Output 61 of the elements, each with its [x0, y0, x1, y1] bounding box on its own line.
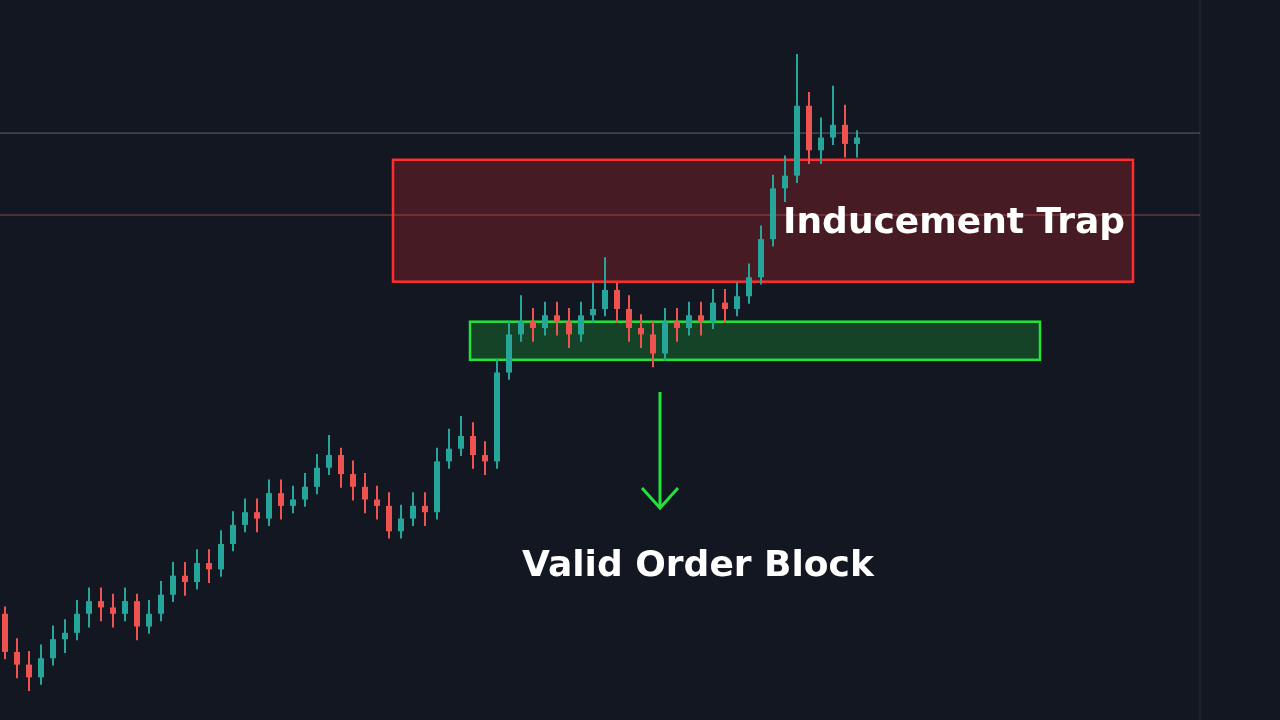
- candlestick: [422, 492, 428, 526]
- candlestick: [590, 282, 596, 323]
- candlestick: [158, 581, 164, 622]
- candlestick: [38, 644, 44, 685]
- candlestick: [446, 428, 452, 469]
- candlestick: [194, 549, 200, 590]
- candlestick: [614, 282, 620, 323]
- candlestick: [782, 155, 788, 203]
- candlestick: [182, 562, 188, 596]
- candlestick: [50, 625, 56, 666]
- candlestick: [734, 282, 740, 317]
- candlestick: [110, 593, 116, 628]
- candlestick: [278, 479, 284, 520]
- candlestick: [302, 473, 308, 507]
- candlestick: [290, 485, 296, 514]
- candlestick: [170, 562, 176, 603]
- candlestick: [566, 308, 572, 349]
- candlestick: [710, 288, 716, 330]
- candlestick: [350, 460, 356, 501]
- band-label: Inducement Trap: [783, 199, 1125, 241]
- candlestick: [146, 600, 152, 634]
- candlestick: [542, 301, 548, 336]
- candlestick: [530, 308, 536, 342]
- candlestick: [254, 498, 260, 533]
- candlestick: [818, 117, 824, 164]
- candlestick: [578, 301, 584, 342]
- candlestick: [98, 587, 104, 622]
- candlestick: [470, 422, 476, 469]
- candlestick: [626, 295, 632, 342]
- candlestick: [638, 314, 644, 349]
- candlestick: [242, 498, 248, 533]
- candlestick: [482, 441, 488, 476]
- candlestick: [674, 308, 680, 342]
- candlestick: [854, 130, 860, 158]
- candlestick: [74, 600, 80, 641]
- candlestick: [122, 587, 128, 622]
- candlestick: [554, 301, 560, 336]
- candlestick: [338, 447, 344, 488]
- candlestick: [650, 320, 656, 368]
- candlestick: [398, 504, 404, 539]
- candlestick: [602, 257, 608, 317]
- candlestick: [410, 492, 416, 526]
- candlestick: [230, 511, 236, 552]
- candlestick: [518, 295, 524, 342]
- candlestick: [830, 85, 836, 145]
- candlestick: [14, 638, 20, 679]
- candlestick: [722, 288, 728, 323]
- candlestick: [62, 619, 68, 653]
- candlestick: [26, 650, 32, 691]
- candlestick: [842, 104, 848, 158]
- candlestick: [374, 485, 380, 520]
- candlestick: [86, 587, 92, 628]
- candlestick: [326, 435, 332, 476]
- candlestick: [686, 301, 692, 336]
- candlestick: [362, 473, 368, 514]
- candlestick: [206, 549, 212, 584]
- candlestick: [458, 415, 464, 457]
- candlestick: [746, 263, 752, 304]
- candlestick: [314, 454, 320, 495]
- candlestick: [698, 301, 704, 336]
- legend-label: Valid Order Block: [522, 543, 875, 584]
